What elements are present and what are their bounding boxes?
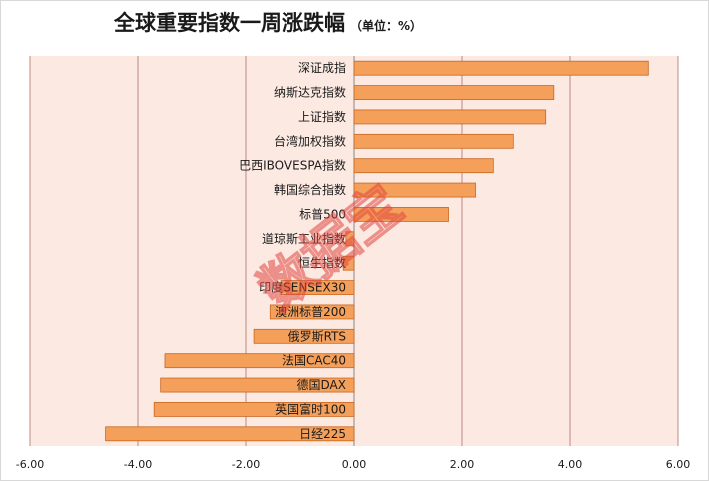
x-axis-ticks: -6.00 -4.00 -2.00 0.00 2.00 4.00 6.00 [16,458,690,471]
bar [353,182,476,198]
bar [160,377,355,393]
bar [345,231,355,247]
category-labels: 深证成指纳斯达克指数上证指数台湾加权指数巴西IBOVESPA指数韩国综合指数标普… [239,60,346,441]
bar [153,402,355,417]
x-tick-label: 0.00 [342,458,367,471]
category-label: 上证指数 [298,109,346,124]
category-label: 澳洲标普200 [275,305,346,319]
bar [353,158,494,174]
bar [353,85,555,100]
x-tick-label: 4.00 [558,458,583,471]
x-tick-label: -2.00 [232,458,260,471]
bar [253,328,355,344]
bar [164,353,355,369]
bar [342,255,355,271]
x-tick-label: -4.00 [124,458,152,471]
category-label: 标普500 [299,207,346,221]
category-label: 英国富时100 [275,401,346,416]
bar [353,133,514,149]
chart-unit: （单位：%） [350,18,422,33]
category-label: 深证成指 [298,60,346,75]
bar [280,280,355,295]
category-label: 俄罗斯RTS [288,329,346,343]
x-tick-label: 6.00 [666,458,691,471]
x-tick-label: -6.00 [16,458,44,471]
bar [353,207,449,222]
bar [353,60,649,76]
category-label: 纳斯达克指数 [274,85,346,100]
bar [353,109,547,125]
category-label: 日经225 [299,427,346,441]
bar [105,426,355,442]
category-label: 恒生指数 [298,255,346,270]
category-label: 法国CAC40 [282,354,346,368]
category-label: 道琼斯工业指数 [262,231,346,246]
category-label: 印度SENSEX30 [259,280,346,295]
category-label: 巴西IBOVESPA指数 [239,158,346,173]
category-label: 台湾加权指数 [274,133,346,148]
bars [105,60,649,442]
chart-title: 全球重要指数一周涨跌幅 [113,10,345,35]
x-tick-label: 2.00 [450,458,475,471]
bar [269,304,355,320]
category-label: 韩国综合指数 [274,182,346,197]
category-label: 德国DAX [297,377,346,392]
